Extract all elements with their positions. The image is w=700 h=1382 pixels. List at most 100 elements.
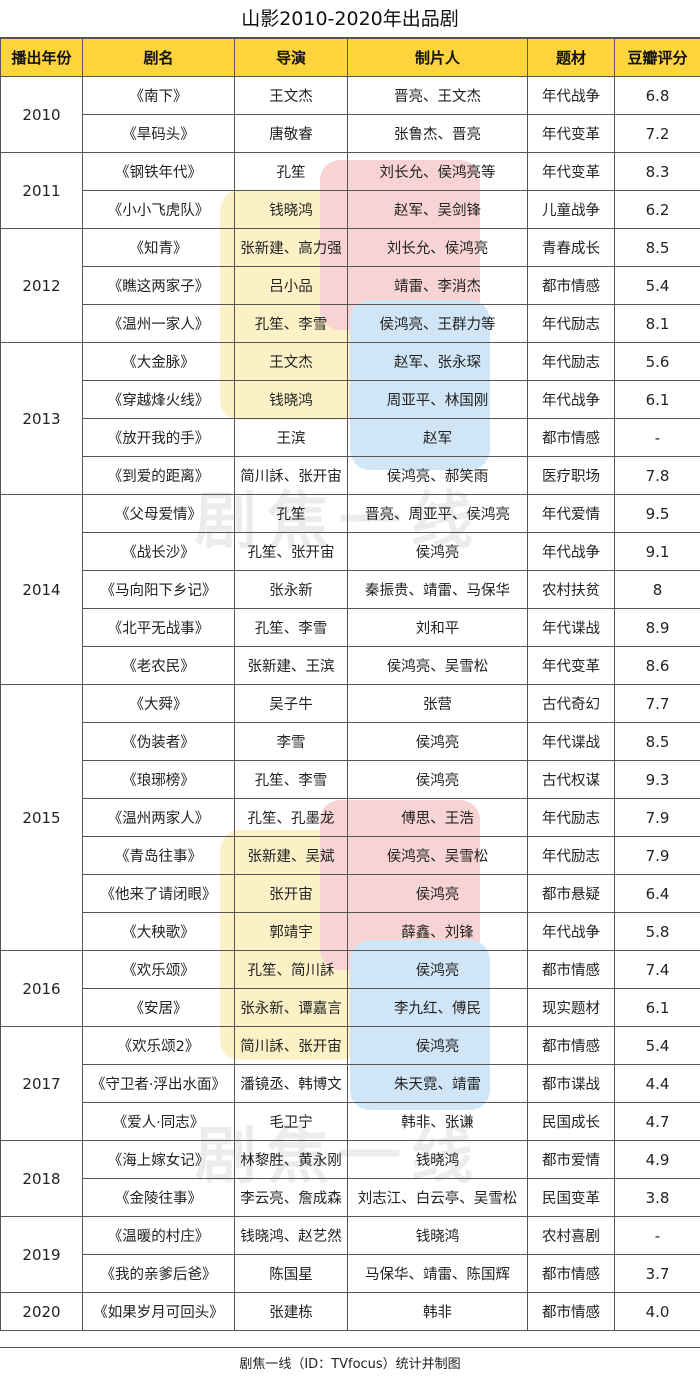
table-row: 《琅琊榜》 孔笙、李雪 侯鸿亮 古代权谋 9.3 (1, 760, 700, 799)
header-score: 豆瓣评分 (614, 38, 700, 77)
genre-cell: 年代爱情 (527, 494, 615, 533)
genre-cell: 都市情感 (527, 1254, 615, 1293)
producer-cell: 钱晓鸿 (347, 1140, 528, 1179)
table-row: 2020 《如果岁月可回头》 张建栋 韩非 都市情感 4.0 (0, 1292, 700, 1331)
score-cell: 7.9 (614, 798, 700, 837)
producer-cell: 侯鸿亮、吴雪松 (347, 836, 528, 875)
producer-cell: 侯鸿亮、王群力等 (347, 304, 528, 343)
year-cell: 2016 (0, 950, 83, 1027)
title-cell: 《穿越烽火线》 (82, 380, 235, 419)
producer-cell: 赵军、张永琛 (347, 342, 528, 381)
director-cell: 林黎胜、黄永刚 (234, 1140, 348, 1179)
genre-cell: 都市情感 (527, 1292, 615, 1331)
director-cell: 唐敬睿 (234, 114, 348, 153)
genre-cell: 都市情感 (527, 266, 615, 305)
producer-cell: 张营 (347, 684, 528, 723)
title-cell: 《他来了请闭眼》 (82, 874, 235, 913)
director-cell: 吕小品 (234, 266, 348, 305)
director-cell: 潘镜丞、韩博文 (234, 1064, 348, 1103)
table-row: 《小小飞虎队》 钱晓鸿 赵军、吴剑锋 儿童战争 6.2 (1, 190, 700, 229)
title-cell: 《金陵往事》 (82, 1178, 235, 1217)
genre-cell: 年代谍战 (527, 722, 615, 761)
genre-cell: 年代励志 (527, 798, 615, 837)
title-cell: 《如果岁月可回头》 (82, 1292, 235, 1331)
table-row: 《温州一家人》 孔笙、李雪 侯鸿亮、王群力等 年代励志 8.1 (1, 304, 700, 343)
year-cell: 2018 (0, 1140, 83, 1217)
score-cell: 6.2 (614, 190, 700, 229)
producer-cell: 周亚平、林国刚 (347, 380, 528, 419)
genre-cell: 年代战争 (527, 380, 615, 419)
producer-cell: 晋亮、周亚平、侯鸿亮 (347, 494, 528, 533)
table-row: 2015 《大舜》 吴子牛 张营 古代奇幻 7.7 (0, 684, 700, 951)
title-cell: 《琅琊榜》 (82, 760, 235, 799)
producer-cell: 侯鸿亮 (347, 532, 528, 571)
director-cell: 孔笙、孔墨龙 (234, 798, 348, 837)
producer-cell: 侯鸿亮 (347, 722, 528, 761)
genre-cell: 年代励志 (527, 304, 615, 343)
director-cell: 孔笙 (234, 494, 348, 533)
producer-cell: 赵军 (347, 418, 528, 457)
title-cell: 《大舜》 (82, 684, 235, 723)
score-cell: 6.8 (614, 76, 700, 115)
title-cell: 《爱人·同志》 (82, 1102, 235, 1141)
table-row: 《穿越烽火线》 钱晓鸿 周亚平、林国刚 年代战争 6.1 (1, 380, 700, 419)
genre-cell: 年代变革 (527, 114, 615, 153)
score-cell: 8.9 (614, 608, 700, 647)
score-cell: 7.4 (614, 950, 700, 989)
title-cell: 《到爱的距离》 (82, 456, 235, 495)
score-cell: 4.7 (614, 1102, 700, 1141)
director-cell: 张永新、谭嘉言 (234, 988, 348, 1027)
year-cell: 2014 (0, 494, 83, 685)
producer-cell: 朱天霓、靖雷 (347, 1064, 528, 1103)
director-cell: 李雪 (234, 722, 348, 761)
table-row: 《马向阳下乡记》 张永新 秦振贵、靖雷、马保华 农村扶贫 8 (1, 570, 700, 609)
genre-cell: 农村喜剧 (527, 1216, 615, 1255)
genre-cell: 农村扶贫 (527, 570, 615, 609)
table-row: 《他来了请闭眼》 张开宙 侯鸿亮 都市悬疑 6.4 (1, 874, 700, 913)
producer-cell: 侯鸿亮 (347, 950, 528, 989)
header-genre: 题材 (527, 38, 615, 77)
producer-cell: 侯鸿亮、郝笑雨 (347, 456, 528, 495)
genre-cell: 民国成长 (527, 1102, 615, 1141)
table-row: 《爱人·同志》 毛卫宁 韩非、张谦 民国成长 4.7 (1, 1102, 700, 1141)
producer-cell: 侯鸿亮 (347, 760, 528, 799)
director-cell: 吴子牛 (234, 684, 348, 723)
score-cell: 7.2 (614, 114, 700, 153)
score-cell: 5.6 (614, 342, 700, 381)
producer-cell: 侯鸿亮、吴雪松 (347, 646, 528, 685)
year-cell: 2011 (0, 152, 83, 229)
title-cell: 《父母爱情》 (82, 494, 235, 533)
title-cell: 《欢乐颂2》 (82, 1026, 235, 1065)
title-cell: 《我的亲爹后爸》 (82, 1254, 235, 1293)
director-cell: 毛卫宁 (234, 1102, 348, 1141)
table-row: 《到爱的距离》 简川訸、张开宙 侯鸿亮、郝笑雨 医疗职场 7.8 (1, 456, 700, 495)
year-cell: 2020 (0, 1292, 83, 1331)
table-row: 2012 《知青》 张新建、高力强 刘长允、侯鸿亮 青春成长 8.5 (0, 228, 700, 343)
title-cell: 《战长沙》 (82, 532, 235, 571)
title-cell: 《钢铁年代》 (82, 152, 235, 191)
producer-cell: 刘长允、侯鸿亮 (347, 228, 528, 267)
table-row: 2018 《海上嫁女记》 林黎胜、黄永刚 钱晓鸿 都市爱情 4.9 (0, 1140, 700, 1217)
producer-cell: 薛鑫、刘锋 (347, 912, 528, 951)
director-cell: 王文杰 (234, 76, 348, 115)
table-row: 《金陵往事》 李云亮、詹成森 刘志江、白云亭、吴雪松 民国变革 3.8 (1, 1178, 700, 1217)
table-row: 《温州两家人》 孔笙、孔墨龙 傅思、王浩 年代励志 7.9 (1, 798, 700, 837)
title-cell: 《知青》 (82, 228, 235, 267)
title-cell: 《温暖的村庄》 (82, 1216, 235, 1255)
table-row: 《伪装者》 李雪 侯鸿亮 年代谍战 8.5 (1, 722, 700, 761)
score-cell: - (614, 418, 700, 457)
title-cell: 《放开我的手》 (82, 418, 235, 457)
year-cell: 2015 (0, 684, 83, 951)
genre-cell: 都市谍战 (527, 1064, 615, 1103)
score-cell: 7.9 (614, 836, 700, 875)
score-cell: 8 (614, 570, 700, 609)
producer-cell: 韩非、张谦 (347, 1102, 528, 1141)
genre-cell: 年代励志 (527, 836, 615, 875)
genre-cell: 古代权谋 (527, 760, 615, 799)
producer-cell: 晋亮、王文杰 (347, 76, 528, 115)
year-cell: 2019 (0, 1216, 83, 1293)
table-row: 《老农民》 张新建、王滨 侯鸿亮、吴雪松 年代变革 8.6 (1, 646, 700, 685)
score-cell: 5.4 (614, 266, 700, 305)
table-row: 2011 《钢铁年代》 孔笙 刘长允、侯鸿亮等 年代变革 8.3 (0, 152, 700, 229)
year-cell: 2010 (0, 76, 83, 153)
